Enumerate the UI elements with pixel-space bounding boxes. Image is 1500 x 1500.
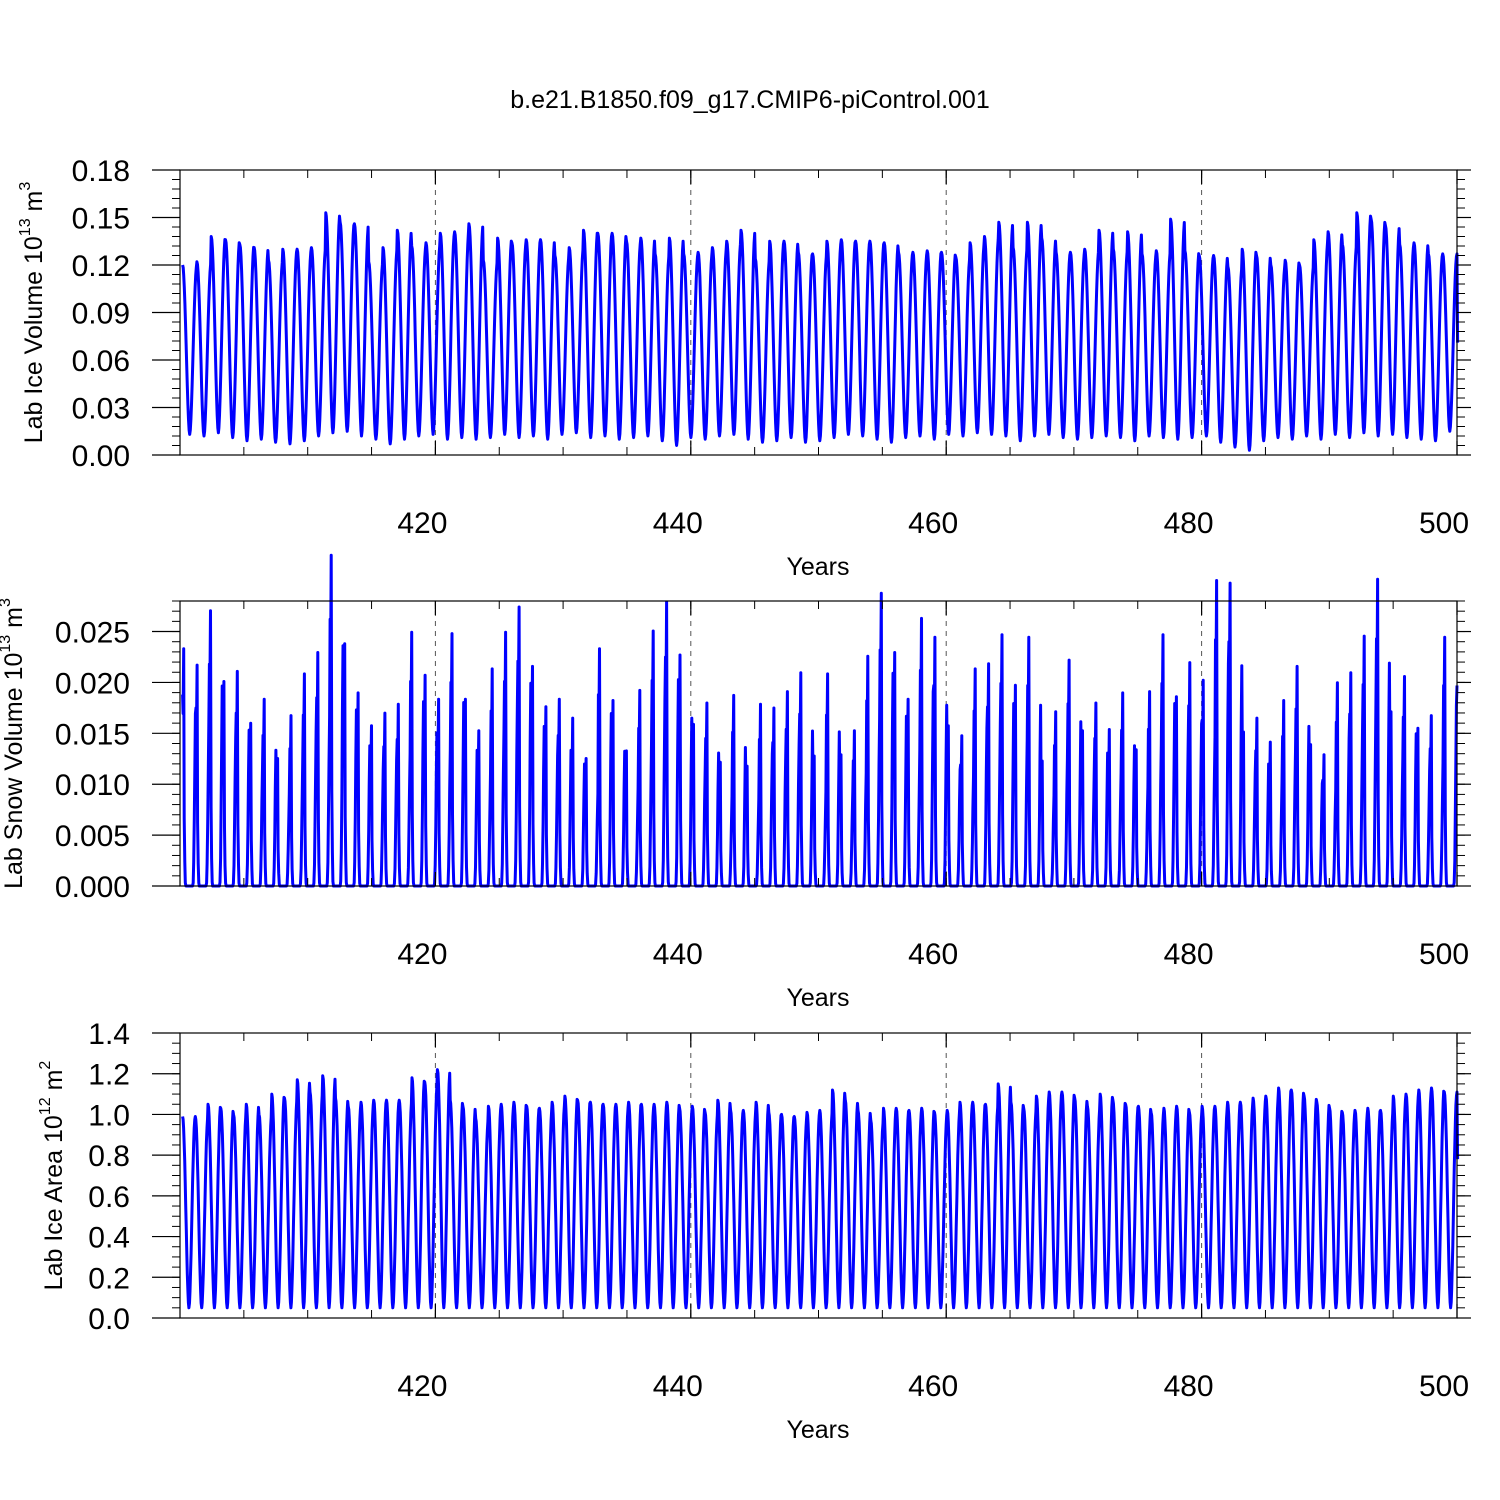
- y-tick-label: 0.6: [88, 1181, 130, 1214]
- ice-volume-panel: 420 440 460 480 500 0.00 0.03 0.06 0.09 0.12 0.15 0…: [17, 155, 1471, 581]
- y-tick-label: 0.03: [72, 393, 130, 426]
- y-tick-label: 0.06: [72, 345, 130, 378]
- x-tick-label: 480: [1164, 1370, 1214, 1403]
- y-tick-label: 1.0: [88, 1099, 130, 1132]
- y-tick-label: 0.15: [72, 203, 130, 236]
- y-tick-label: 0.000: [55, 871, 130, 904]
- x-tick-label: 460: [908, 1370, 958, 1403]
- y-axis-title: Lab Ice Volume 1013 m3: [17, 182, 48, 444]
- y-tick-label: 0.00: [72, 440, 130, 473]
- x-tick-label: 420: [397, 938, 447, 971]
- x-tick-label: 440: [653, 1370, 703, 1403]
- x-axis-title: Years: [786, 984, 849, 1012]
- y-tick-label: 0.010: [55, 769, 130, 802]
- x-tick-label: 420: [397, 507, 447, 540]
- x-tick-label: 500: [1419, 507, 1469, 540]
- y-tick-label: 0.2: [88, 1262, 130, 1295]
- x-tick-label: 420: [397, 1370, 447, 1403]
- ice-area-panel: 420 440 460 480 500 0.0 0.2 0.4 0.6 0.8 1.0 1.2 1.4 Y…: [37, 1018, 1471, 1444]
- y-tick-label: 0.025: [55, 617, 130, 650]
- x-tick-label: 500: [1419, 1370, 1469, 1403]
- x-axis-title: Years: [786, 1416, 849, 1444]
- x-tick-label: 440: [653, 507, 703, 540]
- x-axis-title: Years: [786, 553, 849, 581]
- x-tick-label: 480: [1164, 507, 1214, 540]
- y-axis-title: Lab Snow Volume 1013 m3: [0, 598, 28, 889]
- snow-volume-panel: 420 440 460 480 500 0.000 0.005 0.010 0.015 0.020…: [0, 553, 1471, 1012]
- y-tick-label: 0.020: [55, 667, 130, 700]
- x-tick-label: 480: [1164, 938, 1214, 971]
- x-tick-label: 460: [908, 938, 958, 971]
- y-tick-label: 0.09: [72, 298, 130, 331]
- series-line: [181, 1068, 1460, 1310]
- y-axis-title: Lab Ice Area 1012 m2: [37, 1061, 68, 1291]
- y-tick-label: 0.12: [72, 250, 130, 283]
- series-line: [181, 211, 1460, 452]
- x-tick-label: 500: [1419, 938, 1469, 971]
- y-tick-label: 0.005: [55, 820, 130, 853]
- y-tick-label: 1.4: [88, 1018, 130, 1051]
- y-tick-label: 0.0: [88, 1303, 130, 1336]
- figure-title: b.e21.B1850.f09_g17.CMIP6-piControl.001: [510, 86, 990, 114]
- y-tick-label: 0.8: [88, 1140, 130, 1173]
- y-tick-label: 1.2: [88, 1059, 130, 1092]
- x-tick-label: 460: [908, 507, 958, 540]
- y-tick-label: 0.18: [72, 155, 130, 188]
- y-tick-label: 0.015: [55, 718, 130, 751]
- x-tick-label: 440: [653, 938, 703, 971]
- y-tick-label: 0.4: [88, 1222, 130, 1255]
